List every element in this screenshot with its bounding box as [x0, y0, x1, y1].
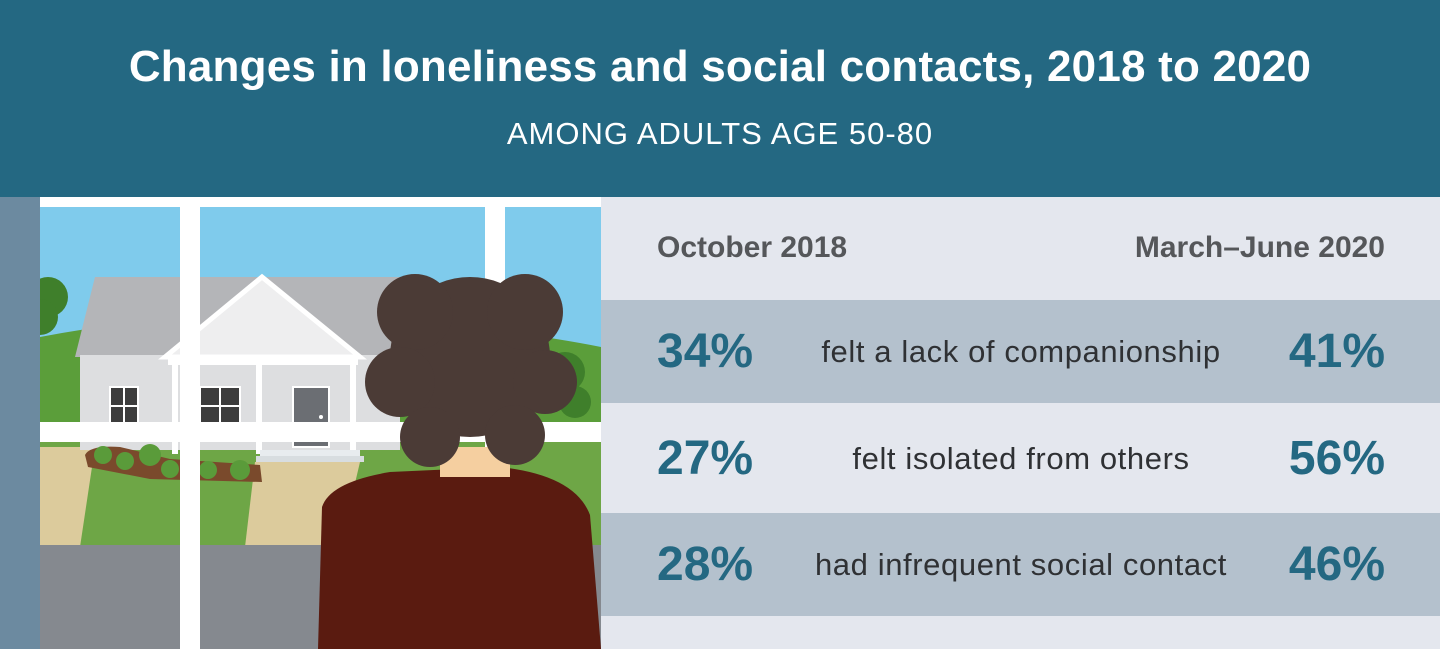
stat-row-companionship: 34% felt a lack of companionship 41% — [601, 300, 1440, 403]
page-subtitle: AMONG ADULTS AGE 50-80 — [506, 116, 934, 151]
header-banner: Changes in loneliness and social contact… — [0, 0, 1440, 197]
stat-label: felt a lack of companionship — [821, 334, 1221, 369]
page-title: Changes in loneliness and social contact… — [128, 42, 1312, 91]
stat-after: 46% — [1288, 538, 1385, 591]
stat-label: had infrequent social contact — [814, 547, 1228, 582]
stat-row-isolated: 27% felt isolated from others 56% — [601, 407, 1440, 510]
stat-before: 34% — [657, 325, 754, 378]
stat-after: 41% — [1288, 325, 1385, 378]
stat-label: felt isolated from others — [852, 441, 1190, 476]
column-header-october-2018: October 2018 — [657, 231, 848, 264]
column-header-march-june-2020: March–June 2020 — [1134, 231, 1385, 264]
stat-before: 28% — [657, 538, 754, 591]
stat-before: 27% — [657, 432, 754, 485]
stat-row-social-contact: 28% had infrequent social contact 46% — [601, 513, 1440, 616]
window-illustration — [0, 197, 601, 649]
stats-panel: October 2018 March–June 2020 34% felt a … — [601, 197, 1440, 649]
stat-after: 56% — [1288, 432, 1385, 485]
